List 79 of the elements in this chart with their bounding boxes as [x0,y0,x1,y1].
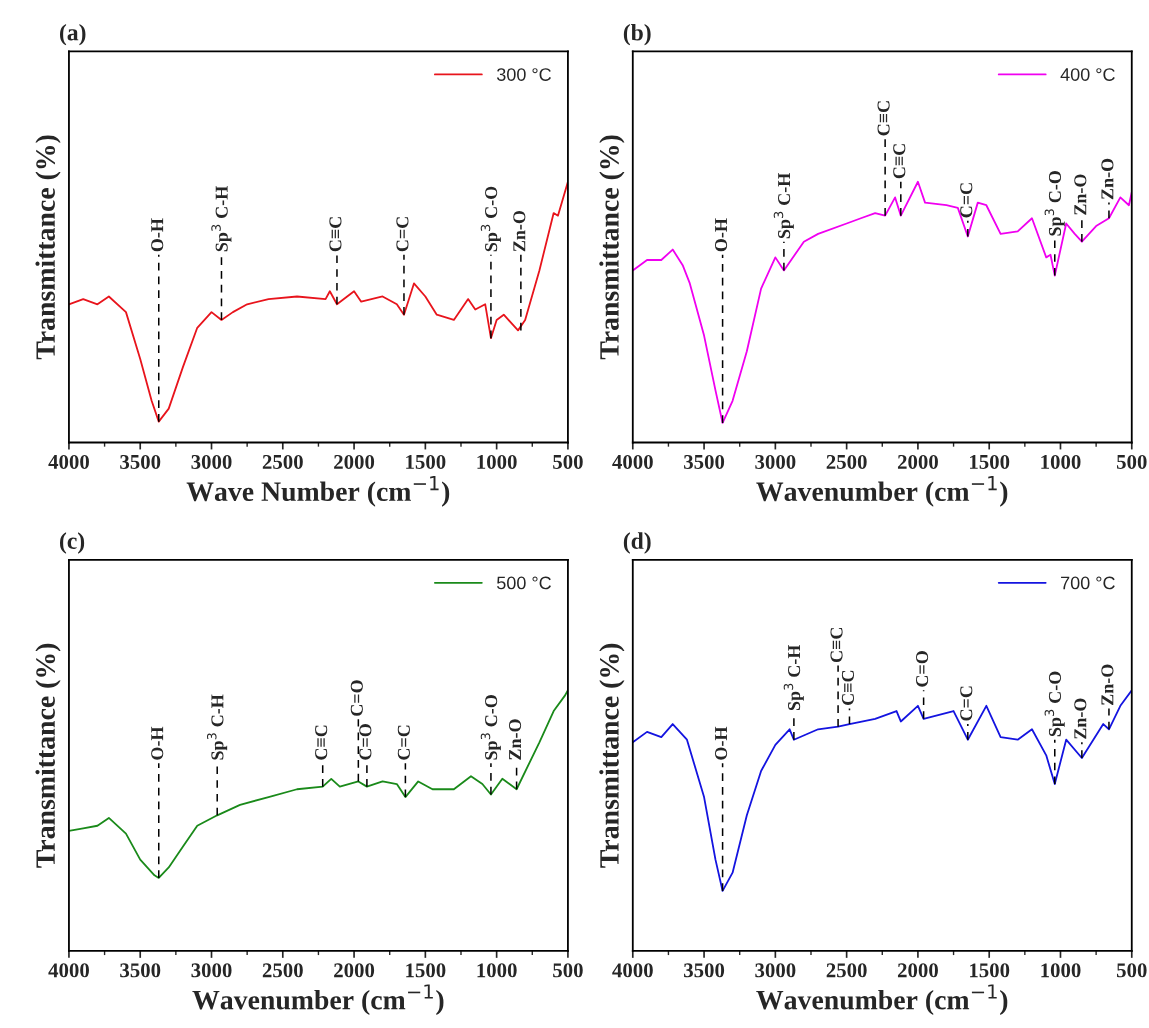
annotation: C=C [397,725,410,760]
x-tick-label: 2500 [826,963,867,978]
x-tick-label: 3500 [120,963,161,978]
x-tick-label: 2000 [897,454,938,469]
annotation: Sp$^{3}$ C-O [1044,170,1065,236]
annotation: O-H [714,726,728,760]
annotation: Sp$^{3}$ C-H [783,644,804,711]
x-tick-label: 2500 [262,454,303,469]
x-tick-label: 500 [1116,963,1147,978]
x-tick-label: 3500 [684,454,725,469]
legend-label: 700 °C [1061,576,1115,590]
y-axis-title: Transmittance (%) [35,643,61,868]
x-tick-label: 2000 [334,963,375,978]
legend-label: 300 °C [496,68,551,81]
annotation: C≡C [329,217,342,252]
x-tick-label: 1000 [477,963,517,978]
x-tick-label: 1500 [406,454,446,469]
annotation: C≡C [877,101,890,136]
x-tick-label: 4000 [48,963,89,978]
annotation: C≡C [893,144,906,179]
annotation: Sp$^{3}$ C-H [211,186,232,252]
y-axis-title: Transmittance (%) [35,135,61,360]
annotation: Sp$^{3}$ C-H [207,694,228,760]
x-tick-label: 1000 [477,454,517,469]
chart-title: (a) [60,23,86,46]
y-axis-title: Transmittance (%) [599,135,625,360]
x-tick-label: 500 [1116,454,1147,469]
annotation: Zn-O [513,210,526,252]
annotation: Sp$^{3}$ C-H [773,173,794,239]
x-tick-label: 2500 [262,963,303,978]
x-tick-label: 3000 [755,454,796,469]
legend-label: 400 °C [1060,68,1115,81]
annotation: O-H [151,218,164,252]
annotation: C≡C [315,725,328,760]
x-tick-label: 3000 [755,963,796,978]
annotation: O-H [151,726,164,760]
annotation: C=C [960,183,973,218]
annotation: C=C [396,217,409,252]
annotation: C≡C [841,670,855,705]
x-axis-title: Wavenumber (cm$^{−1}$) [192,984,444,1016]
annotation: C=C [960,686,973,721]
annotation: C=O [350,680,363,716]
annotation: Zn-O [1101,664,1114,705]
x-axis-title: Wavenumber (cm$^{−1}$) [756,475,1008,507]
x-tick-label: 3500 [120,454,161,469]
x-tick-label: 2500 [826,454,867,469]
x-tick-label: 4000 [612,454,653,469]
x-tick-label: 4000 [48,454,89,469]
y-axis-title: Transmittance (%) [599,643,625,868]
annotation: Zn-O [1101,158,1114,200]
x-tick-label: 1500 [970,454,1010,469]
annotation: C≡C [830,627,843,663]
chart-title: (d) [623,532,651,554]
x-tick-label: 4000 [612,963,653,978]
x-tick-label: 3500 [684,963,725,978]
annotation: Zn-O [508,719,522,760]
annotation: Sp$^{3}$ C-O [480,186,501,252]
annotation: O-H [714,218,728,252]
x-axis-title: Wave Number (cm$^{−1}$) [186,475,450,507]
x-tick-label: 2000 [334,454,375,469]
annotation: Zn-O [1074,698,1087,739]
x-tick-label: 1000 [1041,454,1081,469]
x-tick-label: 1000 [1041,963,1081,978]
chart-title: (c) [60,532,85,554]
legend-label: 500 °C [496,576,551,590]
annotation: Zn-O [1074,174,1087,215]
x-tick-label: 500 [553,454,583,469]
annotation: C=O [916,651,929,687]
x-tick-label: 3000 [191,454,232,469]
x-tick-label: 2000 [897,963,938,978]
x-tick-label: 1500 [970,963,1010,978]
annotation: Sp$^{3}$ C-O [1044,671,1065,737]
annotation: C=O [359,724,372,760]
x-tick-label: 1500 [406,963,446,978]
x-axis-title: Wavenumber (cm$^{−1}$) [756,984,1008,1016]
annotation: Sp$^{3}$ C-O [480,695,501,760]
chart-title: (b) [623,23,651,46]
x-tick-label: 3000 [191,963,232,978]
x-tick-label: 500 [553,963,583,978]
